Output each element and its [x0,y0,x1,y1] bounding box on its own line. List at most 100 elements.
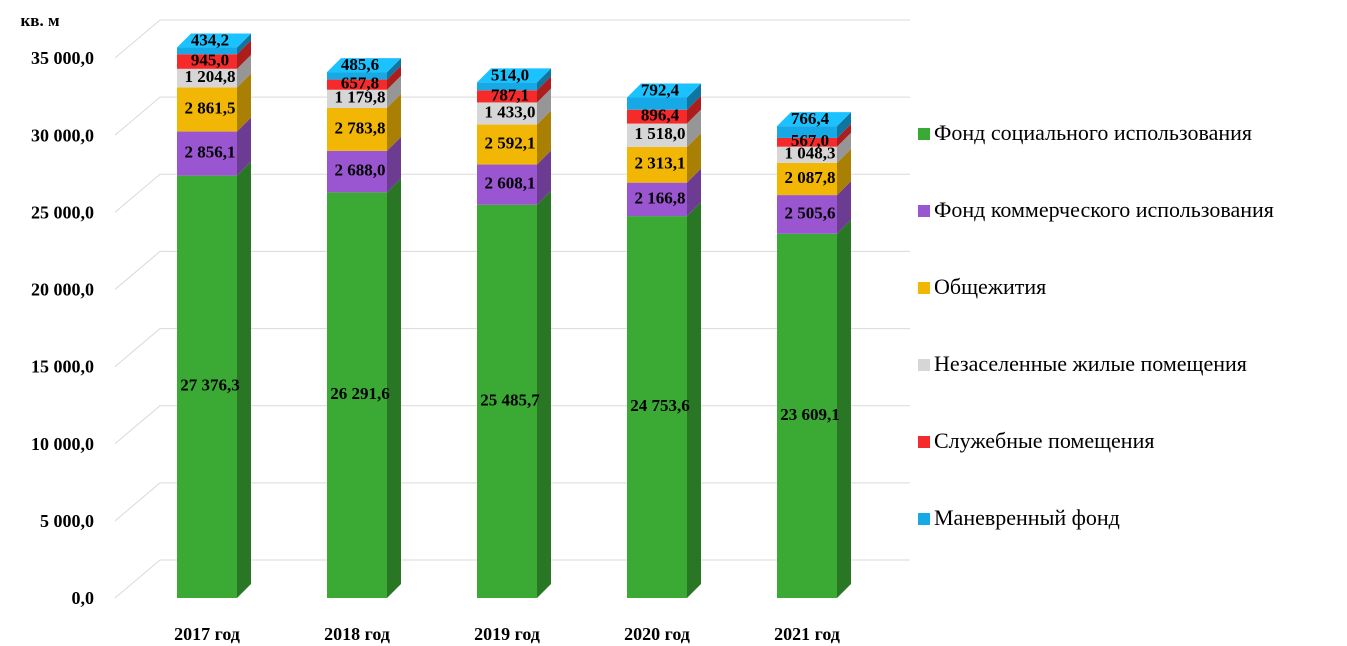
bar-front [177,87,237,132]
bar-front [327,107,387,151]
legend-label: Незаселенные жилые помещения [934,351,1247,376]
bar-segment [327,75,401,108]
y-tick-label: 25 000,0 [31,202,94,222]
bar-side [537,68,551,91]
bar-segment [327,65,401,90]
data-label: 2 688,0 [335,161,386,180]
bar-front [477,82,537,91]
data-label: 896,4 [641,106,680,125]
bar-front [477,204,537,598]
y-tick-label: 35 000,0 [31,48,94,68]
legend-entry: Фонд коммерческого использования [918,195,1343,272]
bar-side [537,190,551,598]
bar-side [537,76,551,103]
bar-side [387,58,401,80]
data-label: 1 518,0 [635,124,686,143]
bar-side [537,88,551,125]
data-label: 766,4 [791,109,830,128]
data-label: 26 291,6 [330,384,390,403]
bar-side [537,110,551,165]
bar-front [477,102,537,125]
bar-side [237,54,251,88]
bar-front [627,109,687,124]
data-label: 2 166,8 [635,188,686,207]
data-label: 792,4 [641,80,680,99]
data-label: 2 592,1 [485,133,536,152]
data-label: 1 048,3 [785,144,836,163]
data-label: 2 608,1 [485,174,536,193]
data-label: 24 753,6 [630,396,690,415]
data-label: 567,0 [791,131,829,150]
legend-label: Маневренный фонд [934,505,1120,530]
bar-side [387,65,401,90]
bar-segment [477,76,551,103]
legend-swatch [918,513,930,525]
bar-front [177,47,237,55]
bar-side [237,40,251,69]
data-label: 1 179,8 [335,88,386,107]
bar-front [477,124,537,165]
legend-label: Служебные помещения [934,428,1155,453]
bar-top [177,33,251,48]
bar-segment [177,117,251,176]
data-label: 27 376,3 [180,376,240,395]
bar-side [387,93,401,151]
data-label: 657,8 [341,74,379,93]
data-label: 2 313,1 [635,154,686,173]
bar-top [777,112,851,127]
bar-front [627,182,687,217]
legend-label: Общежития [934,274,1047,299]
bar-front [777,195,837,234]
x-tick-label: 2020 год [624,624,690,644]
legend-entry: Фонд социального использования [918,118,1343,195]
bar-segment [777,123,851,147]
bar-front [777,146,837,163]
bar-side [687,132,701,183]
bar-segment [327,136,401,193]
bar-top [627,83,701,98]
legend-swatch [918,128,930,140]
bar-side [837,112,851,138]
bar-segment [627,132,701,183]
bars [177,33,851,599]
bar-segment [177,33,251,55]
bar-front [327,89,387,108]
bar-side [687,168,701,217]
legend-label: Фонд социального использования [934,120,1253,145]
bar-segment [477,110,551,165]
bar-segment [477,68,551,91]
data-label: 787,1 [491,85,529,104]
bar-side [237,117,251,176]
legend-label: Фонд коммерческого использования [934,197,1274,222]
bar-front [627,146,687,183]
bar-side [687,109,701,147]
x-tick-label: 2018 год [324,624,390,644]
bar-side [237,73,251,132]
bar-front [477,164,537,205]
bar-side [837,148,851,196]
bar-side [387,136,401,193]
data-label: 2 783,8 [335,118,386,137]
bar-front [177,68,237,88]
bar-front [177,54,237,69]
y-tick-label: 20 000,0 [31,280,94,300]
y-axis-title: кв. м [20,11,59,30]
bar-side [387,75,401,108]
legend-swatch [918,205,930,217]
bar-side [837,219,851,599]
x-tick-label: 2017 год [174,624,240,644]
data-label: 1 433,0 [485,102,536,121]
legend-entry: Незаселенные жилые помещения [918,349,1343,426]
x-tick-label: 2019 год [474,624,540,644]
legend-swatch [918,282,930,294]
bar-front [627,216,687,598]
bar-segment [777,219,851,599]
y-tick-label: 15 000,0 [31,357,94,377]
bar-front [627,123,687,147]
bar-front [177,175,237,598]
x-tick-label: 2021 год [774,624,840,644]
bar-front [627,97,687,110]
legend-entry: Маневренный фонд [918,503,1343,580]
legend-entry: Служебные помещения [918,426,1343,503]
